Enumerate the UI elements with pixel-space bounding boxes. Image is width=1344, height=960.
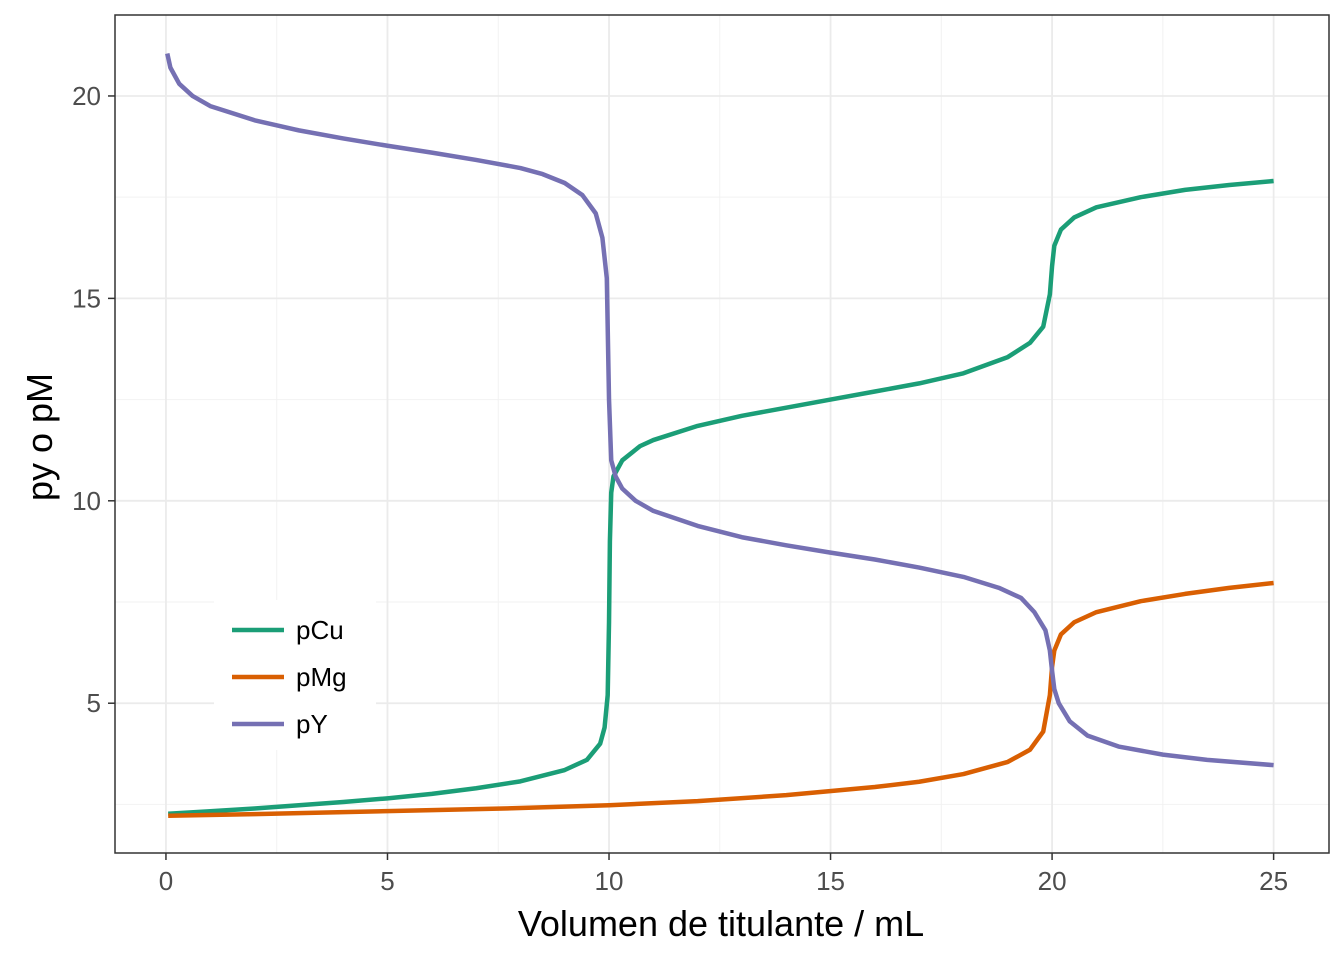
y-tick-label: 15 — [72, 283, 101, 313]
y-tick-label: 5 — [87, 688, 101, 718]
x-axis-ticks: 0 5 10 15 20 25 — [159, 853, 1288, 896]
y-tick-label: 10 — [72, 486, 101, 516]
legend-label-pcu: pCu — [296, 615, 344, 645]
x-tick-label: 10 — [595, 866, 624, 896]
series-line-py — [165, 52, 1274, 768]
y-tick-label: 20 — [72, 81, 101, 111]
series-line-pcu — [168, 178, 1274, 816]
legend-label-py: pY — [296, 709, 328, 739]
x-tick-label: 20 — [1038, 866, 1067, 896]
series-line-pmg — [168, 580, 1274, 819]
x-tick-label: 15 — [816, 866, 845, 896]
series-lines — [165, 52, 1274, 819]
x-tick-label: 25 — [1259, 866, 1288, 896]
legend: pCu pMg pY — [214, 600, 376, 750]
minor-gridlines — [115, 15, 1329, 853]
plot-panel-border — [114, 14, 1330, 854]
legend-label-pmg: pMg — [296, 662, 347, 692]
x-tick-label: 5 — [380, 866, 394, 896]
x-tick-label: 0 — [159, 866, 173, 896]
y-axis-title: py o pM — [19, 373, 60, 501]
y-axis-ticks: 5 10 15 20 — [72, 81, 115, 718]
x-axis-title: Volumen de titulante / mL — [518, 903, 924, 944]
